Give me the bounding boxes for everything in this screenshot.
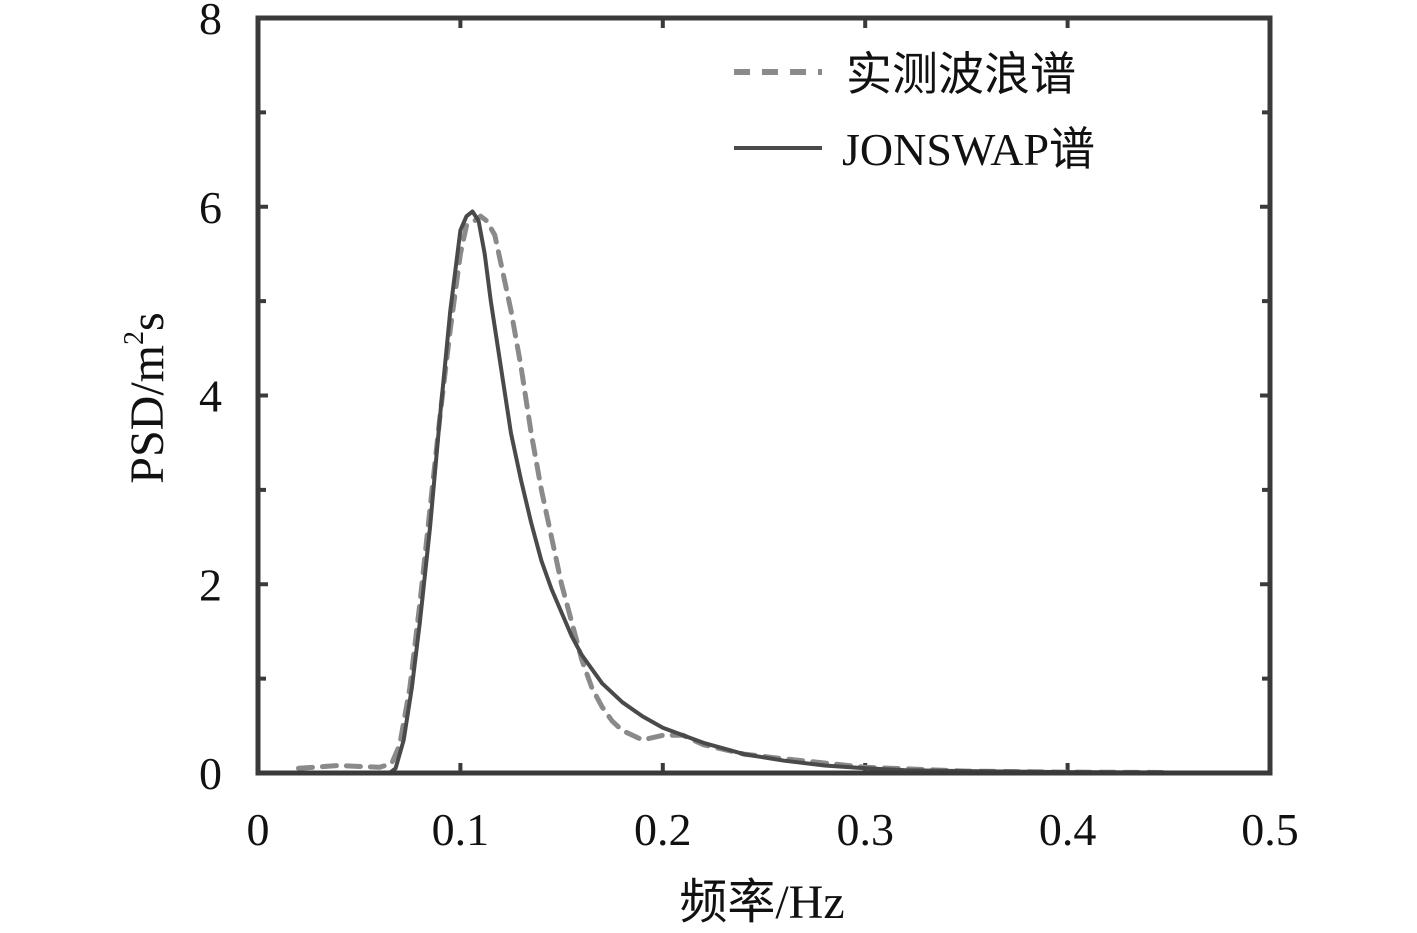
y-tick-label: 4 — [199, 371, 222, 422]
legend-label-jonswap: JONSWAP谱 — [842, 124, 1095, 175]
series-line-jonswap — [387, 209, 1171, 775]
x-tick-label: 0.3 — [836, 804, 894, 855]
plot-frame — [255, 15, 1273, 776]
y-tick-label: 2 — [199, 559, 222, 610]
x-axis-title: 频率/Hz — [679, 876, 844, 929]
series-layer — [296, 209, 1172, 775]
x-axis-ticks: 0 0.1 0.2 0.3 0.4 0.5 — [247, 18, 1299, 855]
legend: 实测波浪谱 JONSWAP谱 — [704, 30, 1256, 210]
x-tick-label: 0 — [247, 804, 270, 855]
y-tick-label: 8 — [199, 0, 222, 44]
x-tick-label: 0.5 — [1241, 804, 1299, 855]
x-tick-label: 0.2 — [634, 804, 692, 855]
x-tick-label: 0.4 — [1039, 804, 1097, 855]
legend-background — [704, 30, 1256, 210]
y-tick-label: 0 — [199, 748, 222, 799]
y-tick-label: 6 — [199, 182, 222, 233]
y-axis-ticks: 0 2 4 6 8 — [199, 0, 1270, 799]
x-tick-label: 0.1 — [432, 804, 490, 855]
legend-label-measured: 实测波浪谱 — [846, 49, 1076, 100]
y-axis-title-tail: s — [121, 312, 174, 331]
y-axis-title: PSD/m2s — [119, 312, 174, 483]
y-axis-title-sup: 2 — [119, 331, 150, 345]
y-axis-title-main: PSD/m — [121, 345, 174, 484]
